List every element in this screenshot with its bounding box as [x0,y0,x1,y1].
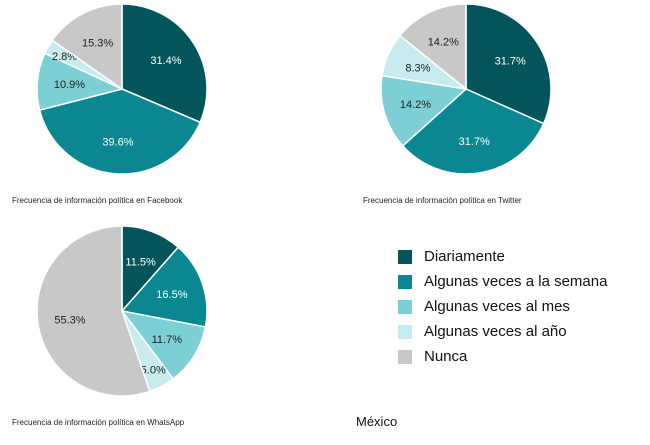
whatsapp-slice-mes [120,309,207,380]
legend-swatch-mes [398,299,412,314]
legend-label-diariamente: Diariamente [424,248,505,265]
facebook-slice-diariamente [121,3,208,124]
legend-item-ano: Algunas veces al año [398,319,607,344]
facebook-label-diariamente: 31.4% [150,55,181,67]
country-label: México [356,414,398,429]
legend-item-nunca: Nunca [398,344,607,369]
twitter-chart-title: Frecuencia de información política en Tw… [363,196,522,205]
twitter-slice-diariamente [465,3,552,125]
facebook-label-nunca: 15.3% [82,37,113,49]
whatsapp-label-diariamente: 11.5% [125,257,156,269]
legend-item-mes: Algunas veces al mes [398,294,607,319]
twitter-pie: 31.7% 31.7% 14.2% 8.3% 14.2% [380,3,552,175]
legend-label-semana: Algunas veces a la semana [424,273,608,290]
twitter-slice-mes [380,74,468,147]
whatsapp-label-ano: 5.0% [141,365,166,377]
facebook-slice-semana [38,88,202,175]
whatsapp-label-mes: 11.7% [152,334,183,346]
whatsapp-pie: 11.5% 16.5% 11.7% 5.0% 55.3% [36,225,208,397]
twitter-slice-nunca [398,3,467,91]
whatsapp-slice-nunca [36,225,151,397]
legend-item-diariamente: Diariamente [398,244,607,269]
facebook-label-semana: 39.6% [102,137,133,149]
twitter-label-nunca: 14.2% [428,36,459,48]
legend-item-semana: Algunas veces a la semana [398,269,607,294]
chart-legend: Diariamente Algunas veces a la semana Al… [398,244,607,369]
twitter-label-semana: 31.7% [459,136,490,148]
facebook-pie: 31.4%39.6%10.9%2.8%15.3% [36,3,208,175]
legend-swatch-diariamente [398,249,412,264]
facebook-label-mes: 10.9% [54,79,85,91]
facebook-slice-nunca [51,3,123,91]
whatsapp-chart-title: Frecuencia de información política en Wh… [12,418,185,427]
legend-label-nunca: Nunca [424,348,468,365]
twitter-label-ano: 8.3% [405,63,430,75]
whatsapp-label-semana: 16.5% [156,289,187,301]
twitter-label-mes: 14.2% [400,99,431,111]
legend-label-mes: Algunas veces al mes [424,298,570,315]
legend-label-ano: Algunas veces al año [424,323,567,340]
facebook-chart-title: Frecuencia de información política en Fa… [12,196,183,205]
legend-swatch-semana [398,274,412,289]
whatsapp-label-nunca: 55.3% [54,315,85,327]
twitter-label-diariamente: 31.7% [495,55,526,67]
legend-swatch-ano [398,324,412,339]
whatsapp-slice-semana [120,246,208,328]
legend-swatch-nunca [398,349,412,364]
twitter-slice-semana [401,88,545,175]
